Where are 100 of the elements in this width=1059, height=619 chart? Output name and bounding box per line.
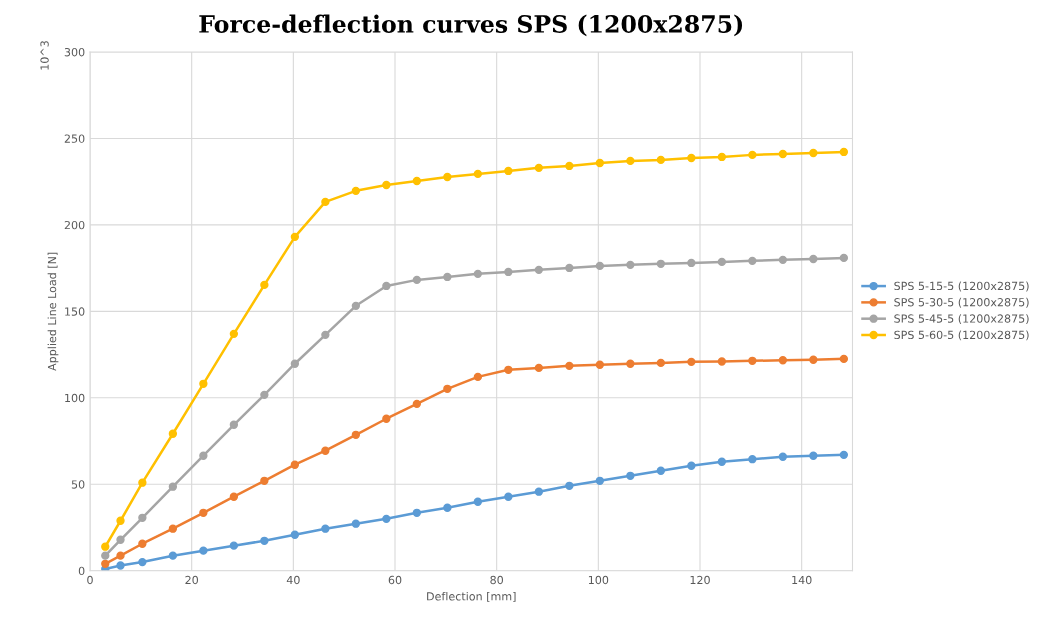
point [656,259,666,268]
x-tick-label: 100 [588,575,609,585]
point [168,524,178,533]
point [382,414,391,423]
point [504,492,513,501]
point [778,452,788,461]
point [443,384,452,393]
legend-label: SPS 5-15-5 (1200x2875) [894,281,1029,292]
y-tick-label: 250 [64,134,85,143]
point [473,372,483,382]
point [809,355,818,364]
point [351,301,361,310]
point [168,482,178,491]
point [565,161,574,171]
point [138,539,147,548]
point [809,254,818,264]
point [778,149,788,159]
point [748,150,757,160]
point [809,148,818,158]
x-tick-label: 20 [185,575,199,585]
point [351,519,361,528]
y-tick-label: 150 [65,307,85,316]
point [717,152,727,162]
point [534,163,544,173]
point [116,535,125,544]
x-axis-title: Deflection [mm] [427,591,516,602]
point [656,358,666,368]
point [290,359,300,368]
point [534,363,544,373]
point [717,457,727,466]
text: 10^3 [40,41,49,70]
point [199,508,208,517]
point [656,466,666,475]
point [443,172,452,182]
point [116,551,125,560]
point [351,186,361,196]
point [534,487,544,496]
point [138,478,147,487]
point [748,356,757,365]
point [412,275,422,285]
point [626,359,635,368]
point [443,503,452,512]
point [101,542,110,551]
chart-title: Force-deflection curves SPS (1200x2875) [199,14,743,37]
point [595,360,605,369]
point [534,265,544,275]
point [351,430,361,439]
point [321,330,330,340]
y-tick-label: 200 [64,220,85,230]
x-tick-label: 40 [286,575,300,585]
point [687,258,696,268]
point [748,455,757,464]
point [199,451,208,460]
point [199,546,208,555]
point [412,508,422,517]
point [199,379,208,388]
point [504,267,513,277]
point [717,257,727,267]
y-tick-label: 300 [64,47,85,57]
point [687,461,696,470]
point [778,356,788,365]
point [138,513,147,522]
y-tick-label: 0 [78,566,85,576]
point [101,551,110,560]
legend-label: SPS 5-60-5 (1200x2875) [894,330,1029,341]
x-tick-label: 120 [690,575,710,585]
point [595,476,605,485]
y-tick-label: 50 [71,480,85,489]
point [412,176,422,186]
point [839,354,849,364]
point [473,169,483,179]
point [473,269,483,279]
point [260,536,269,545]
point [290,232,300,242]
point [290,460,300,469]
point [595,261,605,271]
point [321,446,330,455]
point [687,153,696,163]
point [382,281,391,291]
point [290,530,300,539]
point [504,365,513,374]
point [778,255,788,264]
point [626,471,635,480]
legend-label: SPS 5-30-5 (1200x2875) [894,297,1029,308]
point [473,497,483,506]
point [656,155,666,165]
point [382,180,391,190]
point [321,524,330,533]
point [565,481,574,490]
point [626,156,635,166]
point [260,390,269,400]
point [626,260,635,270]
point [839,253,849,263]
point [116,516,125,525]
x-tick-label: 80 [490,575,503,585]
point [565,263,574,273]
point [260,476,269,485]
point [229,329,239,339]
point [717,357,727,366]
point [321,197,330,207]
